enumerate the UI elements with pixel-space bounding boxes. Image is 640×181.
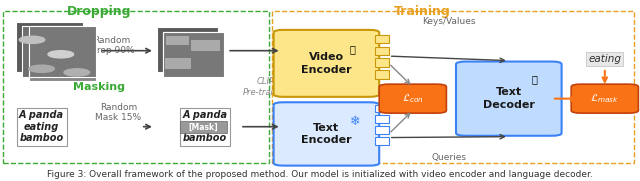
FancyBboxPatch shape — [29, 26, 96, 77]
FancyBboxPatch shape — [375, 115, 389, 123]
FancyBboxPatch shape — [163, 32, 224, 77]
FancyBboxPatch shape — [180, 121, 227, 133]
FancyBboxPatch shape — [165, 58, 191, 69]
Circle shape — [19, 36, 45, 43]
Text: Masking: Masking — [73, 82, 125, 92]
Text: Queries: Queries — [431, 153, 467, 162]
FancyBboxPatch shape — [22, 26, 90, 77]
Bar — [3, 11, 269, 163]
Text: Random
Drop 90%: Random Drop 90% — [90, 35, 134, 55]
Circle shape — [64, 69, 90, 76]
Text: 🔥: 🔥 — [531, 74, 538, 84]
FancyBboxPatch shape — [16, 22, 83, 72]
Text: Figure 3: Overall framework of the proposed method. Our model is initialized wit: Figure 3: Overall framework of the propo… — [47, 170, 593, 179]
Text: $\mathcal{L}_{mask}$: $\mathcal{L}_{mask}$ — [590, 92, 620, 105]
FancyBboxPatch shape — [163, 32, 224, 77]
Text: eating: eating — [588, 54, 621, 64]
Text: ❄: ❄ — [350, 115, 360, 128]
FancyBboxPatch shape — [375, 35, 389, 43]
FancyBboxPatch shape — [166, 36, 189, 45]
Text: A panda
[Mask]
bamboo: A panda [Mask] bamboo — [182, 110, 227, 143]
FancyBboxPatch shape — [375, 70, 389, 79]
Text: Text
Encoder: Text Encoder — [301, 123, 352, 145]
FancyBboxPatch shape — [375, 47, 389, 55]
Text: Dropping: Dropping — [67, 5, 131, 18]
FancyBboxPatch shape — [456, 62, 562, 136]
Text: Video
Encoder: Video Encoder — [301, 52, 352, 75]
Text: Text
Decoder: Text Decoder — [483, 87, 535, 110]
FancyBboxPatch shape — [274, 102, 380, 166]
Text: 🔥: 🔥 — [349, 44, 355, 54]
Circle shape — [29, 65, 54, 72]
Text: $\mathcal{L}_{con}$: $\mathcal{L}_{con}$ — [402, 92, 424, 105]
Text: CLIP
Pre-trained: CLIP Pre-trained — [243, 77, 289, 97]
Text: A panda
eating
bamboo: A panda eating bamboo — [19, 110, 64, 143]
Text: Training: Training — [394, 5, 451, 18]
FancyBboxPatch shape — [380, 84, 447, 113]
Text: Random
Mask 15%: Random Mask 15% — [95, 102, 141, 122]
Circle shape — [48, 51, 74, 58]
FancyBboxPatch shape — [375, 126, 389, 134]
FancyBboxPatch shape — [375, 58, 389, 67]
FancyBboxPatch shape — [375, 137, 389, 145]
FancyBboxPatch shape — [191, 40, 220, 51]
Text: [Mask]: [Mask] — [189, 123, 218, 132]
FancyBboxPatch shape — [274, 30, 380, 97]
FancyBboxPatch shape — [29, 31, 96, 81]
FancyBboxPatch shape — [157, 27, 218, 72]
Bar — [272, 11, 634, 163]
FancyBboxPatch shape — [571, 84, 639, 113]
Text: Keys/Values: Keys/Values — [422, 17, 476, 26]
FancyBboxPatch shape — [375, 105, 389, 112]
